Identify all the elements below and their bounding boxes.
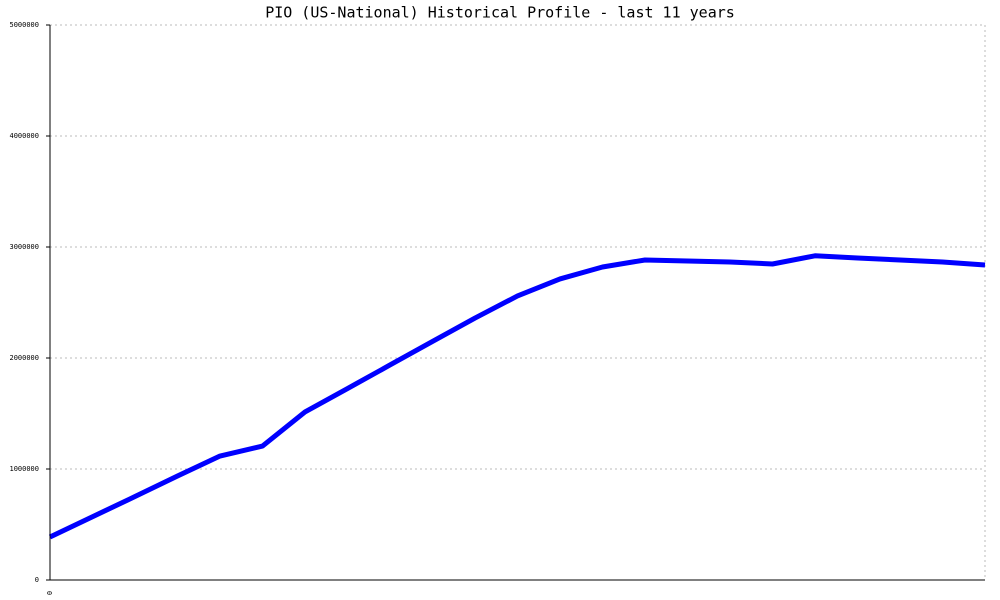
y-tick-label: 3000000 bbox=[9, 243, 39, 251]
grid bbox=[50, 24, 985, 470]
y-tick-label: 4000000 bbox=[9, 132, 39, 140]
y-tick-label: 5000000 bbox=[9, 21, 39, 29]
y-tick-label: 2000000 bbox=[9, 354, 39, 362]
data-line bbox=[48, 253, 986, 540]
x-tick-label: 0 bbox=[46, 591, 54, 595]
chart-title: PIO (US-National) Historical Profile - l… bbox=[265, 4, 735, 22]
y-tick-label: 0 bbox=[35, 576, 39, 584]
plot bbox=[48, 253, 986, 540]
y-tick-label: 1000000 bbox=[9, 465, 39, 473]
